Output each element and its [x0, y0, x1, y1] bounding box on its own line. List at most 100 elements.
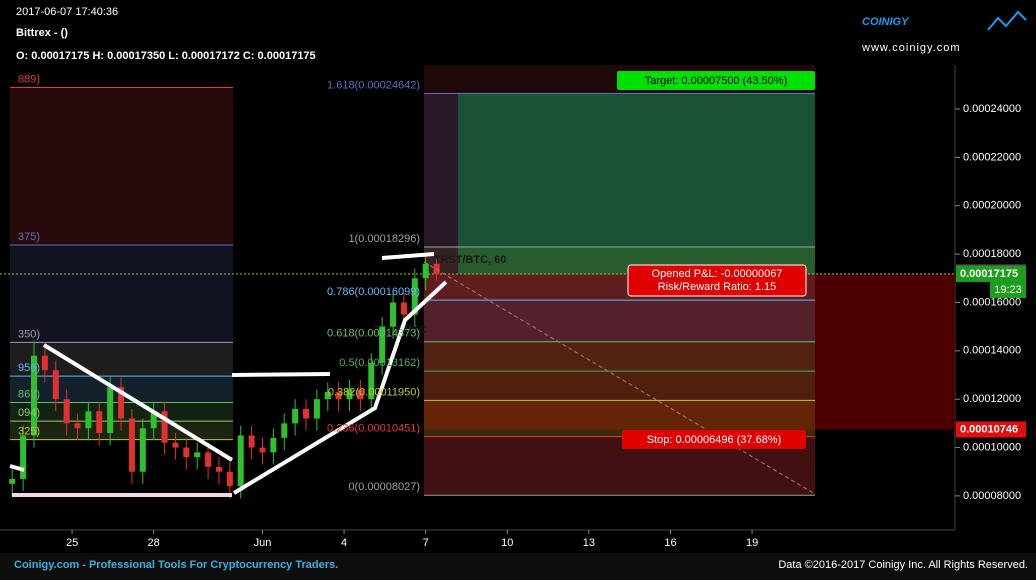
fib-label: 0.236(0.00010451) — [327, 423, 420, 435]
candle-body — [248, 435, 255, 448]
target-box — [617, 71, 815, 90]
fib-band — [10, 245, 233, 343]
candle-body — [9, 478, 16, 484]
fib-band — [424, 371, 815, 401]
trend-lines — [9, 252, 448, 497]
fib-label: 094) — [18, 407, 40, 419]
candle-body — [172, 442, 179, 448]
candle-body — [368, 362, 375, 400]
pnl-box — [627, 264, 807, 297]
candle-body — [63, 399, 70, 424]
candle-body — [422, 263, 429, 279]
y-tick-label: 0.00022000 — [963, 151, 1021, 163]
stop-label: Stop: 0.00006496 (37.68%) — [647, 434, 782, 446]
candle-body — [194, 452, 201, 458]
x-tick-label: 4 — [341, 537, 347, 549]
candle-body — [128, 418, 135, 472]
candle-body — [118, 387, 125, 419]
candle-body — [281, 423, 288, 438]
y-tick-label: 0.00018000 — [963, 248, 1021, 260]
footer-bar — [0, 553, 1036, 580]
fib-label: 0.5(0.00013162) — [339, 357, 420, 369]
timestamp: 2017-06-07 17:40:36 — [16, 6, 118, 18]
x-tick-label: 10 — [501, 537, 513, 549]
candle-body — [237, 435, 244, 487]
candle-body — [74, 423, 81, 429]
countdown-box — [990, 282, 1026, 299]
target-label: Target: 0.00007500 (43.50%) — [645, 75, 788, 87]
candle-body — [292, 408, 299, 424]
candle-body — [150, 411, 157, 429]
candle-body — [161, 411, 168, 443]
y-tick-label: 0.00024000 — [963, 103, 1021, 115]
target-zone — [458, 92, 815, 275]
candle-body — [313, 399, 320, 419]
candle-body — [270, 437, 277, 453]
trend-line — [232, 280, 448, 495]
footer-copyright: Data ©2016-2017 Coinigy Inc. All Rights … — [778, 559, 1028, 571]
price-tag-label: 0.00017175 — [960, 268, 1018, 280]
fib-label: 1(0.00018296) — [348, 233, 420, 245]
overlays: 1.618(0.00024642) 1(0.00018296) 0.786(0.00… — [18, 71, 1026, 493]
y-tick-label: 0.00016000 — [963, 296, 1021, 308]
watermark: TRST/BTC, 60 — [434, 254, 507, 266]
x-tick-label: 25 — [66, 537, 78, 549]
candle-body — [411, 278, 418, 315]
fib-label: 350) — [18, 328, 40, 340]
y-tick-label: 0.00008000 — [963, 490, 1021, 502]
fib-band — [424, 93, 815, 247]
trend-line — [231, 372, 331, 377]
candle-body — [346, 389, 353, 400]
title: Bittrex - () — [16, 27, 68, 39]
x-tick-label: 7 — [423, 537, 429, 549]
ratio-label: Risk/Reward Ratio: 1.15 — [658, 281, 777, 293]
candle-body — [183, 447, 190, 458]
candle-body — [96, 411, 103, 434]
trend-line — [9, 464, 25, 472]
fib-label: 0.618(0.00014373) — [327, 328, 420, 340]
candle-body — [390, 302, 397, 327]
fib-label: 889) — [18, 73, 40, 85]
logo: COINIGY — [862, 16, 910, 28]
fib-label: 0.786(0.00016099) — [327, 286, 420, 298]
candle-body — [303, 408, 310, 419]
candle-body — [139, 428, 146, 472]
candle-body — [226, 471, 233, 487]
x-tick-label: 28 — [148, 537, 160, 549]
fib-band — [10, 87, 233, 246]
projection-line — [423, 261, 816, 495]
trend-line — [381, 252, 435, 260]
price-tag-label: 0.00010746 — [960, 423, 1018, 435]
fib-label: 862) — [18, 388, 40, 400]
candle-body — [205, 452, 212, 467]
candle-body — [20, 435, 27, 479]
plot: 0.00008000 0.00010000 0.00012000 0.00014000… — [9, 87, 1021, 549]
countdown: 19:23 — [994, 284, 1022, 296]
y-tick-label: 0.00012000 — [963, 393, 1021, 405]
pnl-label: Opened P&L: -0.00000067 — [652, 268, 783, 280]
logo-url: www.coinigy.com — [861, 42, 961, 54]
candle-body — [357, 389, 364, 400]
fib-label: 0(0.00008027) — [348, 481, 420, 493]
y-tick-label: 0.00010000 — [963, 441, 1021, 453]
ohlc: O: 0.00017175 H: 0.00017350 L: 0.0001717… — [16, 50, 316, 62]
candle-body — [215, 466, 222, 472]
price-tag — [956, 266, 1026, 283]
trend-line — [42, 343, 234, 462]
y-tick-label: 0.00014000 — [963, 345, 1021, 357]
candle-body — [52, 370, 59, 400]
x-tick-label: 19 — [746, 537, 758, 549]
fib-label: 0.382(0.00011950) — [328, 386, 420, 398]
fib-band — [424, 300, 815, 342]
footer-tagline: Coinigy.com - Professional Tools For Cry… — [14, 559, 338, 571]
fib-label: 375) — [18, 231, 40, 243]
fib-label: 325) — [18, 426, 40, 438]
candle-body — [85, 411, 92, 429]
candle-body — [31, 355, 38, 436]
price-tag — [956, 421, 1026, 438]
fib-band — [424, 341, 815, 372]
candle-body — [335, 391, 342, 400]
stop-box — [622, 430, 806, 449]
candle-body — [259, 447, 266, 453]
